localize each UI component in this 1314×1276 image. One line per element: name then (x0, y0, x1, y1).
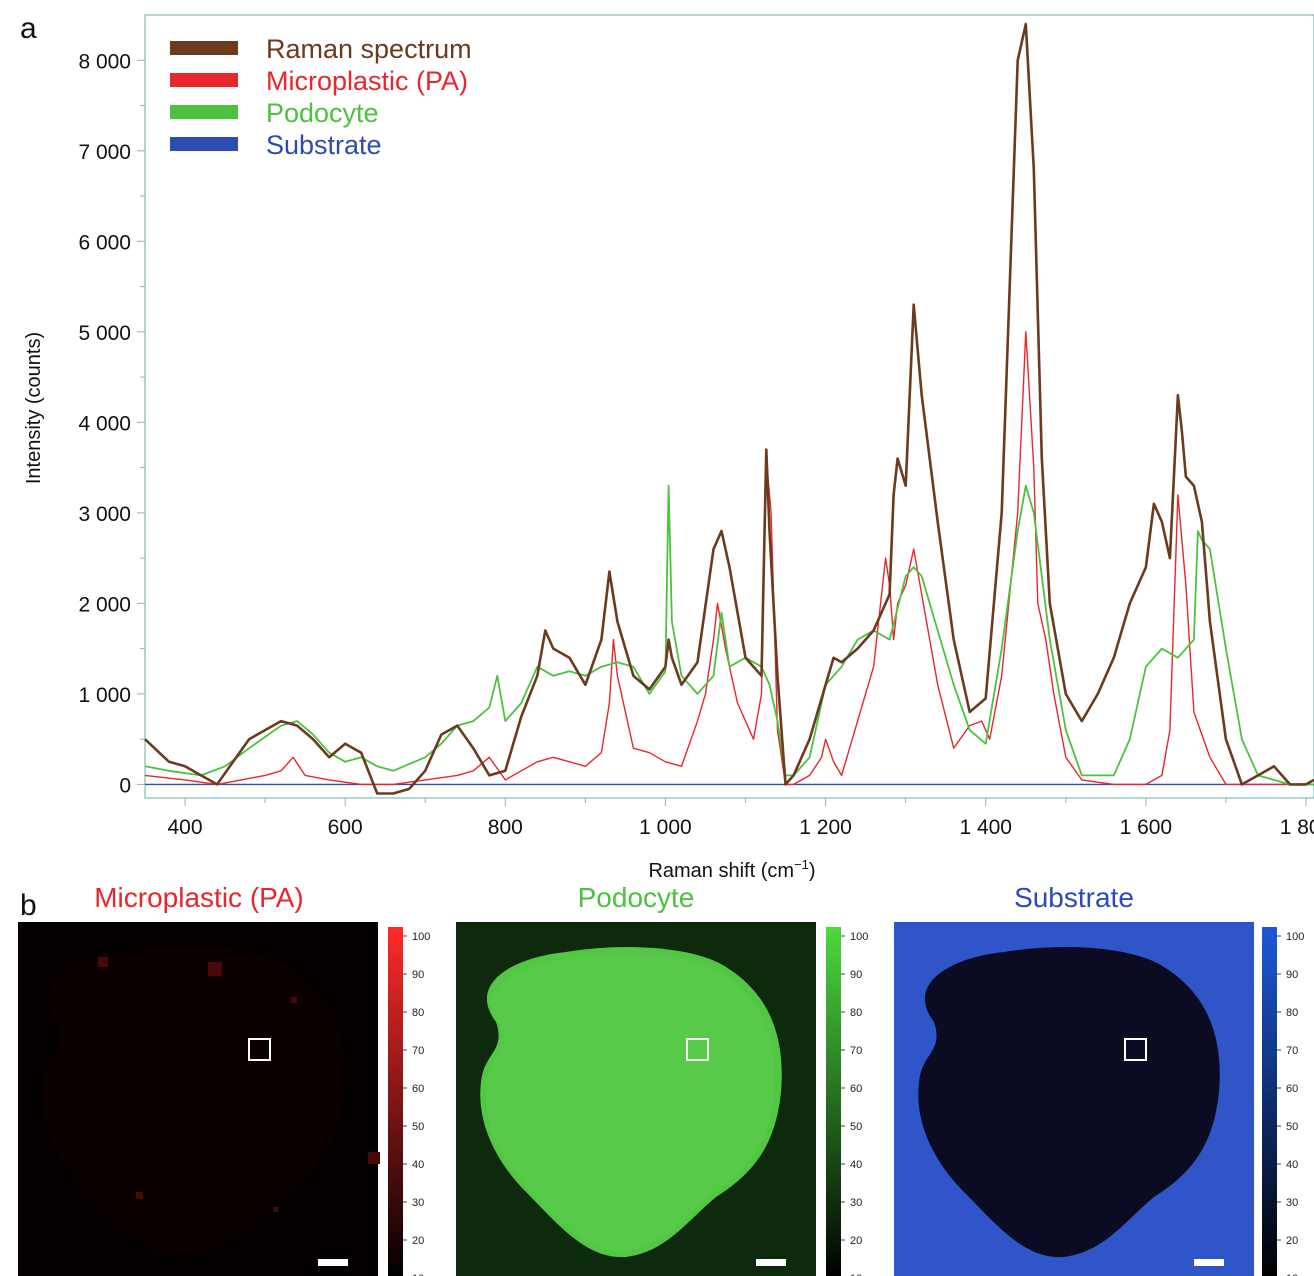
y-tick-label: 8 000 (78, 50, 131, 73)
cell-region-substrate (918, 947, 1220, 1258)
x-axis-label-end: ) (809, 860, 816, 882)
x-tick-label: 1 400 (959, 816, 1012, 839)
map-title-podocyte: Podocyte (578, 882, 695, 913)
x-tick-label: 1 200 (799, 816, 852, 839)
colorbar-tick-label: 20 (412, 1235, 424, 1247)
legend-swatch-podocyte (170, 105, 238, 119)
colorbar-tick-label: 40 (1286, 1159, 1298, 1171)
colorbar-tick-label: 80 (850, 1007, 862, 1019)
x-tick-label: 800 (488, 816, 523, 839)
series-line-podocyte (144, 484, 1314, 786)
legend-label-substrate: Substrate (266, 130, 382, 160)
cell-core-podocyte (485, 954, 775, 1252)
y-tick-label: 7 000 (78, 141, 131, 164)
map-speck (98, 957, 108, 967)
map-speck (291, 997, 297, 1003)
colorbar-substrate (1262, 927, 1277, 1276)
colorbar-podocyte (826, 927, 841, 1276)
map-speck (368, 1152, 380, 1164)
scale-bar (1194, 1259, 1224, 1266)
scale-bar (756, 1259, 786, 1266)
map-podocyte: Podocyte 100 90 80 70 60 50 40 30 20 10 (456, 882, 868, 1276)
colorbar-tick-label: 60 (412, 1083, 424, 1095)
colorbar-tick-label: 50 (850, 1121, 862, 1133)
y-tick-label: 3 000 (78, 503, 131, 526)
map-microplastic: Microplastic (PA) 100 90 80 70 60 50 40 30 20 10 (18, 882, 430, 1276)
y-tick-label: 6 000 (78, 231, 131, 254)
colorbar-tick-label: 50 (412, 1121, 424, 1133)
colorbar-tick-label: 60 (850, 1083, 862, 1095)
colorbar-tick-label: 80 (412, 1007, 424, 1019)
y-tick-label: 2 000 (78, 593, 131, 616)
x-tick-label: 1 600 (1120, 816, 1173, 839)
x-tick-label: 400 (168, 816, 203, 839)
colorbar-tick-label: 60 (1286, 1083, 1298, 1095)
colorbar-tick-label: 20 (1286, 1235, 1298, 1247)
selection-box (686, 1038, 709, 1061)
colorbar-tick-label: 90 (1286, 969, 1298, 981)
colorbar-tick-label: 70 (412, 1045, 424, 1057)
y-tick-label: 4 000 (78, 412, 131, 435)
legend-label-microplastic: Microplastic (PA) (266, 66, 468, 96)
y-tick-label: 5 000 (78, 322, 131, 345)
legend-label-podocyte: Podocyte (266, 98, 379, 128)
colorbar-tick-label: 90 (850, 969, 862, 981)
legend-label-raman: Raman spectrum (266, 34, 472, 64)
colorbar-tick-label: 100 (412, 931, 430, 943)
spectra-lines (144, 22, 1314, 795)
selection-box (248, 1038, 271, 1061)
colorbar-tick-label: 10 (1286, 1273, 1298, 1276)
x-tick-label: 1 000 (639, 816, 692, 839)
colorbar-tick-label: 70 (1286, 1045, 1298, 1057)
colorbar-tick-label: 10 (850, 1273, 862, 1276)
y-axis-label: Intensity (counts) (23, 332, 45, 484)
colorbar-tick-label: 40 (850, 1159, 862, 1171)
series-line-microplastic (144, 331, 1314, 786)
panel-a-label: a (20, 12, 37, 45)
plot-area-frame (144, 14, 1314, 799)
colorbar-tick-label: 50 (1286, 1121, 1298, 1133)
x-axis-label-sup: −1 (794, 857, 809, 872)
chemical-maps: Microplastic (PA)100908070605040302010Po… (18, 882, 1304, 1276)
colorbar-tick-label: 70 (850, 1045, 862, 1057)
map-title-substrate: Substrate (1014, 882, 1134, 913)
legend-swatch-raman (170, 41, 238, 55)
panel-b-label: b (20, 889, 37, 922)
x-axis-label-main: Raman shift (cm (648, 860, 794, 882)
map-speck (208, 962, 222, 976)
map-title-microplastic: Microplastic (PA) (94, 882, 304, 913)
colorbar-tick-label: 40 (412, 1159, 424, 1171)
cell-region-microplastic (42, 947, 344, 1258)
colorbar-tick-label: 30 (1286, 1197, 1298, 1209)
map-substrate: Substrate 100 90 80 70 60 50 40 30 20 10 (894, 882, 1304, 1276)
cell-region-podocyte (480, 947, 782, 1258)
y-tick-label: 1 000 (78, 684, 131, 707)
series-line-raman (144, 22, 1314, 795)
legend-swatch-substrate (170, 137, 238, 151)
map-speck (136, 1192, 143, 1199)
colorbar-microplastic (388, 927, 403, 1276)
colorbar-tick-label: 20 (850, 1235, 862, 1247)
legend-swatch-microplastic (170, 73, 238, 87)
x-axis-label: Raman shift (cm−1) (648, 857, 815, 882)
colorbar-tick-label: 80 (1286, 1007, 1298, 1019)
colorbar-tick-label: 100 (850, 931, 868, 943)
x-tick-label: 1 800 (1280, 816, 1314, 839)
colorbar-tick-label: 30 (850, 1197, 862, 1209)
axes: 400 600 800 1 000 1 200 1 400 1 600 1 800 0 1 000… (78, 50, 1314, 839)
colorbar-tick-label: 10 (412, 1273, 424, 1276)
x-tick-label: 600 (328, 816, 363, 839)
y-tick-label: 0 (119, 774, 131, 797)
colorbar-tick-label: 90 (412, 969, 424, 981)
scale-bar (318, 1259, 348, 1266)
colorbar-tick-label: 30 (412, 1197, 424, 1209)
selection-box (1124, 1038, 1147, 1061)
map-speck (273, 1207, 278, 1212)
colorbar-tick-label: 100 (1286, 931, 1304, 943)
